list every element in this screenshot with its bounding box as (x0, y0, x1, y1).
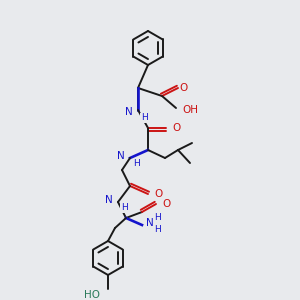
Text: N: N (117, 151, 125, 161)
Text: H: H (154, 212, 161, 221)
Text: H: H (121, 203, 128, 212)
Text: OH: OH (182, 105, 198, 115)
Text: N: N (125, 107, 133, 117)
Text: HO: HO (84, 290, 100, 300)
Text: O: O (180, 83, 188, 93)
Text: O: O (162, 199, 170, 209)
Text: O: O (154, 189, 162, 199)
Text: N: N (146, 218, 154, 228)
Text: O: O (172, 123, 180, 133)
Text: H: H (141, 113, 148, 122)
Text: N: N (105, 195, 113, 205)
Text: H: H (154, 224, 161, 233)
Text: H: H (133, 160, 140, 169)
